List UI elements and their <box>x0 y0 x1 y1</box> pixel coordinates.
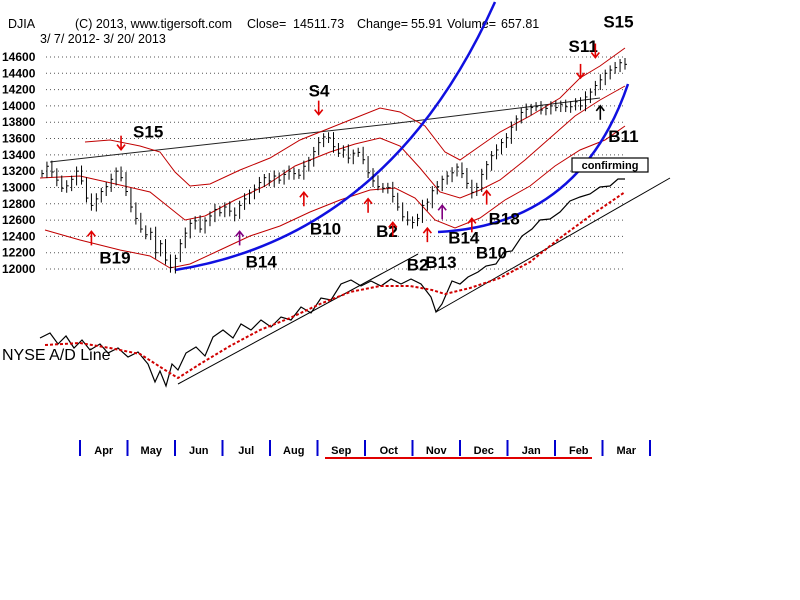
month-label: Dec <box>474 445 494 457</box>
y-axis-tick-labels: 12000 12200 12400 12600 12800 13000 13200 13400… <box>2 50 36 276</box>
y-tick-label: 14400 <box>2 66 36 80</box>
copyright-text: (C) 2013, www.tigersoft.com <box>75 17 232 31</box>
y-tick-label: 14200 <box>2 83 36 97</box>
change-label: Change= <box>357 17 408 31</box>
volume-value: 657.81 <box>501 17 539 31</box>
y-tick-label: 13400 <box>2 148 36 162</box>
y-tick-label: 14600 <box>2 50 36 64</box>
month-label: Feb <box>569 445 589 457</box>
support-trendline <box>435 177 671 313</box>
buy-arrowhead <box>388 221 398 228</box>
buy-arrowhead <box>86 230 97 237</box>
month-label: Sep <box>331 445 351 457</box>
chart-title: DJIA <box>8 17 36 31</box>
y-tick-label: 14000 <box>2 99 36 113</box>
y-tick-label: 13800 <box>2 115 36 129</box>
signal-label: B11 <box>608 127 638 146</box>
close-value: 14511.73 <box>293 17 344 31</box>
signal-label: B13 <box>425 253 456 272</box>
buy-arrowhead <box>437 204 447 211</box>
signal-label: B18 <box>489 210 520 229</box>
signal-label: B2 <box>407 255 429 274</box>
lower-band-inner <box>44 125 626 269</box>
price-gridlines <box>46 56 626 270</box>
month-label: Apr <box>94 445 114 457</box>
confirming-box <box>571 157 649 173</box>
change-value: 55.91 <box>411 17 442 31</box>
upper-band-inner <box>39 85 626 221</box>
ad-line-label: NYSE A/D Line <box>2 347 111 364</box>
month-label: Oct <box>380 445 399 457</box>
upper-band-100 <box>84 47 626 187</box>
month-label: Mar <box>616 445 636 457</box>
resistance-trendline <box>49 97 601 163</box>
signal-label: B10 <box>310 219 341 238</box>
ad-support-trendline <box>177 253 419 385</box>
signal-label: S15 <box>603 13 633 32</box>
month-label: Jul <box>238 445 254 457</box>
sell-arrowhead <box>314 109 324 116</box>
signal-label: B14 <box>448 228 480 247</box>
parabolic-curve-left <box>174 1 497 272</box>
signal-label: S4 <box>309 82 330 101</box>
y-tick-label: 13200 <box>2 164 36 178</box>
y-tick-label: 13600 <box>2 132 36 146</box>
y-tick-label: 12000 <box>2 262 36 276</box>
buy-arrowhead <box>467 217 477 224</box>
buy-arrowhead <box>482 189 492 197</box>
close-label: Close= <box>247 17 286 31</box>
buy-arrowhead <box>422 226 432 234</box>
confirming-label: confirming <box>582 160 639 172</box>
buy-arrowhead <box>235 230 245 237</box>
signal-label: B19 <box>99 248 130 267</box>
sell-arrowhead <box>116 144 126 151</box>
month-label: Nov <box>426 445 448 457</box>
signal-label: B10 <box>476 243 507 262</box>
month-label: Jan <box>522 445 541 457</box>
signal-label: S11 <box>569 37 598 56</box>
month-label: Aug <box>283 445 304 457</box>
y-tick-label: 12600 <box>2 213 36 227</box>
sell-arrowhead <box>575 72 586 80</box>
signal-label: B14 <box>246 252 278 271</box>
ad-line-moving-average <box>44 191 626 380</box>
sell-arrowhead <box>590 52 600 59</box>
price-bars <box>41 58 627 274</box>
volume-label: Volume= <box>447 17 496 31</box>
buy-arrowhead <box>595 104 605 112</box>
y-tick-label: 12800 <box>2 197 36 211</box>
month-label: May <box>141 445 163 457</box>
y-tick-label: 12200 <box>2 246 36 260</box>
buy-arrowhead <box>363 197 373 205</box>
month-label: Jun <box>189 445 209 457</box>
y-tick-label: 12400 <box>2 229 36 243</box>
month-axis: Apr May Jun Jul Aug Sep Oct Nov Dec Jan Feb Mar <box>79 440 651 457</box>
buy-arrowhead <box>299 190 309 198</box>
y-tick-label: 13000 <box>2 180 36 194</box>
signal-label: S15 <box>133 123 163 142</box>
date-range: 3/ 7/ 2012- 3/ 20/ 2013 <box>40 32 166 46</box>
